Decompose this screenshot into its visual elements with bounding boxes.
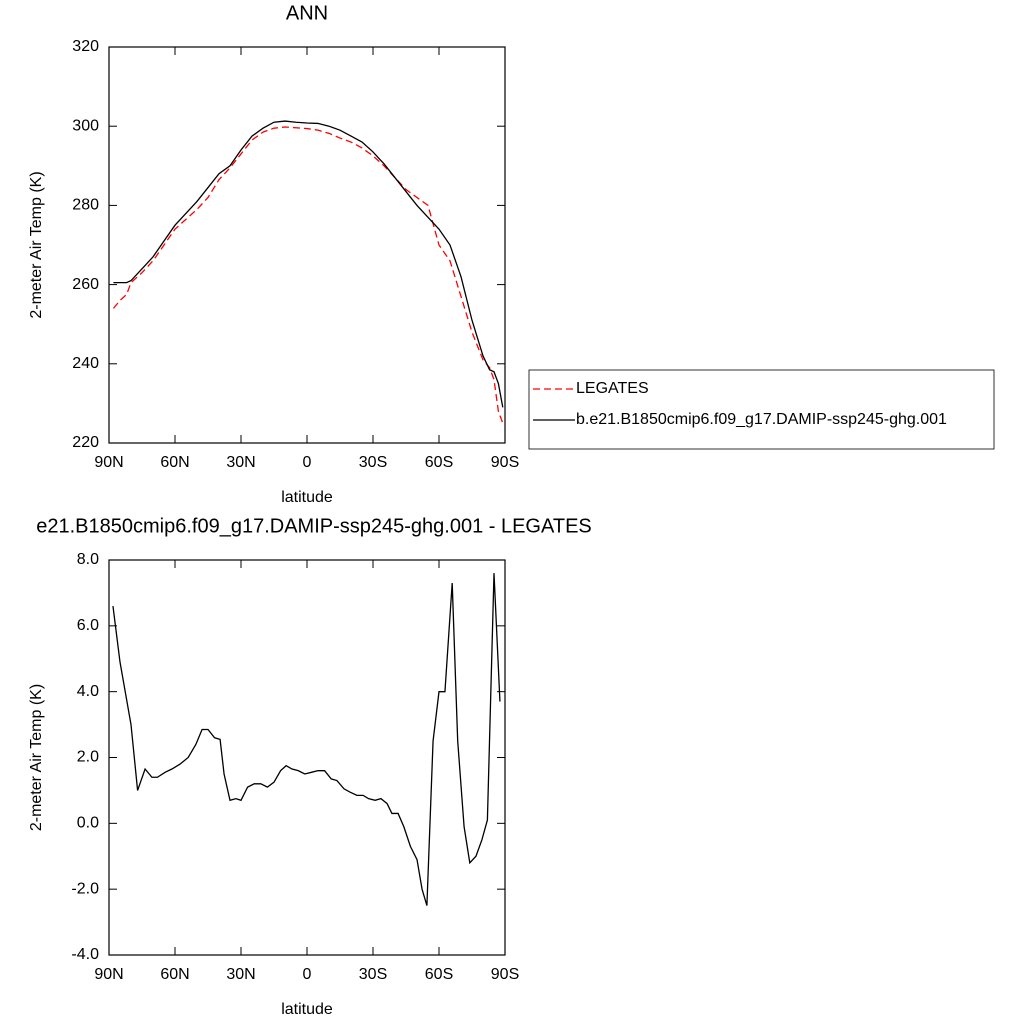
data-line [113, 120, 504, 408]
x-tick-label: 60S [425, 966, 453, 983]
x-tick-label: 90S [491, 966, 519, 983]
y-tick-label: 280 [72, 197, 99, 214]
y-tick-label: 0.0 [77, 815, 99, 832]
x-tick-label: 30S [359, 454, 387, 471]
y-tick-label: 6.0 [77, 617, 99, 634]
y-tick-label: 300 [72, 117, 99, 134]
x-tick-label: 90S [491, 454, 519, 471]
legend-label: LEGATES [576, 380, 649, 397]
legend-label: b.e21.B1850cmip6.f09_g17.DAMIP-ssp245-gh… [576, 411, 947, 428]
chart-title: ANN [286, 2, 328, 24]
y-tick-label: 4.0 [77, 683, 99, 700]
plot-frame [108, 559, 506, 956]
y-tick-label: 8.0 [77, 551, 99, 568]
x-tick-label: 0 [303, 966, 312, 983]
chart-title: e21.B1850cmip6.f09_g17.DAMIP-ssp245-ghg.… [36, 515, 592, 537]
x-tick-label: 60N [160, 454, 189, 471]
x-tick-label: 0 [303, 454, 312, 471]
x-tick-label: 60S [425, 454, 453, 471]
x-axis-label: latitude [281, 1001, 333, 1018]
y-tick-label: 240 [72, 355, 99, 372]
x-tick-label: 30N [226, 454, 255, 471]
y-axis-label: 2-meter Air Temp (K) [28, 171, 45, 318]
legend-box [528, 369, 995, 450]
x-tick-label: 90N [94, 454, 123, 471]
y-tick-label: 220 [72, 434, 99, 451]
y-tick-label: -4.0 [71, 946, 99, 963]
data-line [112, 126, 504, 424]
x-axis-label: latitude [281, 489, 333, 506]
data-line [112, 573, 501, 906]
y-tick-label: -2.0 [71, 880, 99, 897]
y-axis-label: 2-meter Air Temp (K) [28, 684, 45, 831]
y-tick-label: 260 [72, 276, 99, 293]
x-tick-label: 30S [359, 966, 387, 983]
y-tick-label: 2.0 [77, 749, 99, 766]
y-tick-label: 320 [72, 38, 99, 55]
x-tick-label: 60N [160, 966, 189, 983]
x-tick-label: 30N [226, 966, 255, 983]
plot-frame [108, 46, 506, 444]
x-tick-label: 90N [94, 966, 123, 983]
